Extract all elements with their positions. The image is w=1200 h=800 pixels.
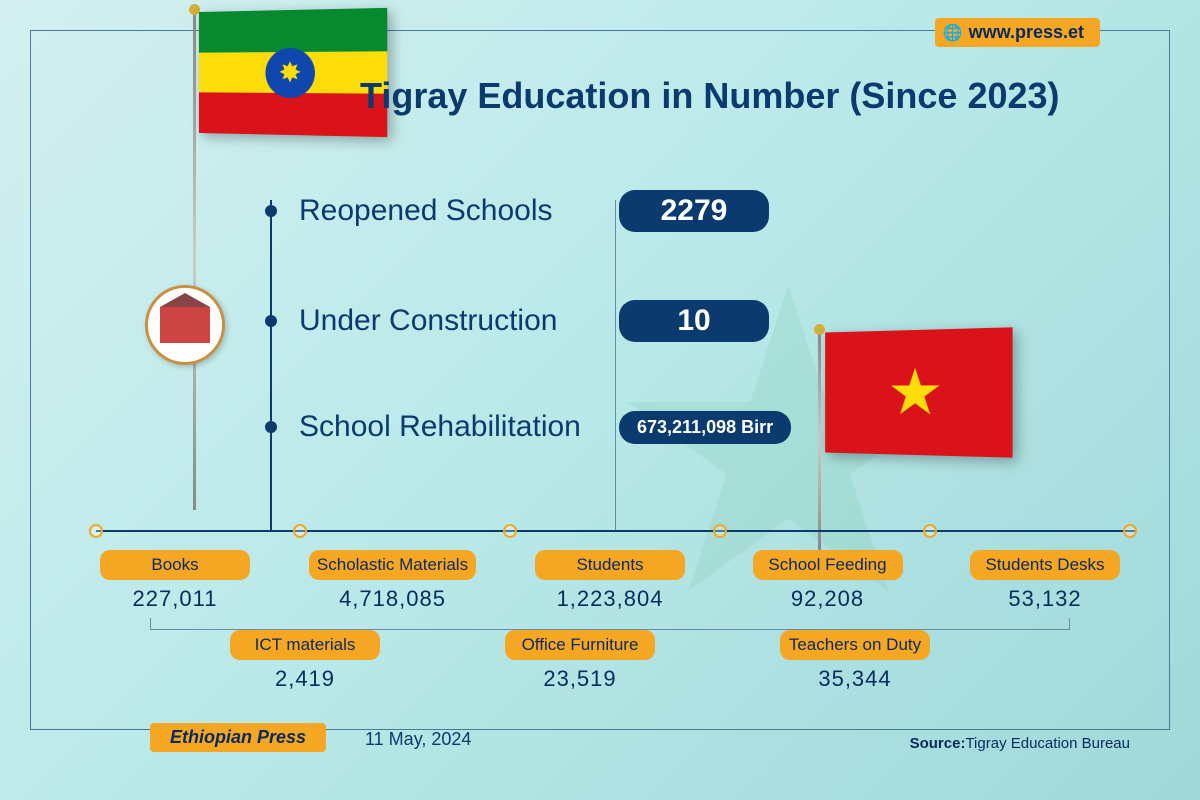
bottom-stat-value: 227,011 — [80, 586, 270, 612]
source-url-badge: 🌐 www.press.et — [935, 18, 1100, 47]
axis-tick — [503, 524, 517, 538]
tigray-flagpole — [818, 330, 821, 550]
bottom-stat-item: ICT materials 2,419 — [210, 630, 400, 692]
stat-row-construction: Under Construction 10 — [265, 300, 769, 342]
bottom-stat-value: 2,419 — [210, 666, 400, 692]
tigray-flagpole-finial — [814, 324, 825, 335]
stat-label: Under Construction — [299, 304, 619, 338]
bottom-stats-row-1: Books 227,011 Scholastic Materials 4,718,08… — [80, 550, 1140, 612]
stat-value-badge: 2279 — [619, 190, 769, 232]
bullet-icon — [265, 315, 277, 327]
page-title: Tigray Education in Number (Since 2023) — [360, 75, 1060, 117]
source-url: www.press.et — [969, 22, 1084, 43]
horizontal-axis — [96, 530, 1136, 532]
bottom-stat-value: 4,718,085 — [298, 586, 488, 612]
bottom-stat-label: Teachers on Duty — [780, 630, 930, 660]
bottom-stat-item: Books 227,011 — [80, 550, 270, 612]
bottom-stat-label: Scholastic Materials — [309, 550, 476, 580]
publisher-badge: Ethiopian Press — [150, 723, 326, 752]
bottom-stat-label: Books — [100, 550, 250, 580]
bullet-icon — [265, 421, 277, 433]
stat-row-rehabilitation: School Rehabilitation 673,211,098 Birr — [265, 410, 791, 444]
data-source: Source:Tigray Education Bureau — [910, 735, 1130, 752]
connector-bracket — [150, 618, 1070, 630]
bottom-stat-value: 53,132 — [950, 586, 1140, 612]
tigray-flag: ★ — [825, 327, 1012, 457]
ethiopia-flagpole — [193, 10, 196, 510]
bullet-icon — [265, 205, 277, 217]
bottom-stat-label: ICT materials — [230, 630, 380, 660]
school-icon — [145, 285, 225, 365]
stat-value-badge: 10 — [619, 300, 769, 342]
bottom-stat-value: 1,223,804 — [515, 586, 705, 612]
stat-label: School Rehabilitation — [299, 410, 619, 444]
stat-row-reopened: Reopened Schools 2279 — [265, 190, 769, 232]
bottom-stats-row-2: ICT materials 2,419 Office Furniture 23,519… — [210, 630, 950, 692]
bottom-stat-label: School Feeding — [753, 550, 903, 580]
bottom-stat-value: 35,344 — [760, 666, 950, 692]
source-name: Tigray Education Bureau — [965, 735, 1130, 752]
ethiopia-emblem-icon: ✸ — [265, 47, 315, 97]
bottom-stat-item: School Feeding 92,208 — [733, 550, 923, 612]
bottom-stat-label: Office Furniture — [505, 630, 655, 660]
bottom-stat-item: Teachers on Duty 35,344 — [760, 630, 950, 692]
axis-tick — [89, 524, 103, 538]
ethiopia-flag: ✸ — [199, 8, 387, 137]
bottom-stat-item: Students Desks 53,132 — [950, 550, 1140, 612]
axis-tick — [713, 524, 727, 538]
source-prefix: Source: — [910, 735, 966, 752]
publish-date: 11 May, 2024 — [365, 729, 471, 750]
bottom-stat-item: Office Furniture 23,519 — [485, 630, 675, 692]
axis-tick — [1123, 524, 1137, 538]
vertical-connector-center — [615, 200, 616, 530]
bottom-stat-item: Students 1,223,804 — [515, 550, 705, 612]
stat-value-badge: 673,211,098 Birr — [619, 411, 791, 444]
bottom-stat-value: 23,519 — [485, 666, 675, 692]
bottom-stat-value: 92,208 — [733, 586, 923, 612]
stat-label: Reopened Schools — [299, 194, 619, 228]
vertical-connector-left — [270, 200, 272, 530]
bottom-stat-label: Students — [535, 550, 685, 580]
axis-tick — [923, 524, 937, 538]
bottom-stat-item: Scholastic Materials 4,718,085 — [298, 550, 488, 612]
globe-icon: 🌐 — [943, 23, 963, 43]
bottom-stat-label: Students Desks — [970, 550, 1120, 580]
axis-tick — [293, 524, 307, 538]
